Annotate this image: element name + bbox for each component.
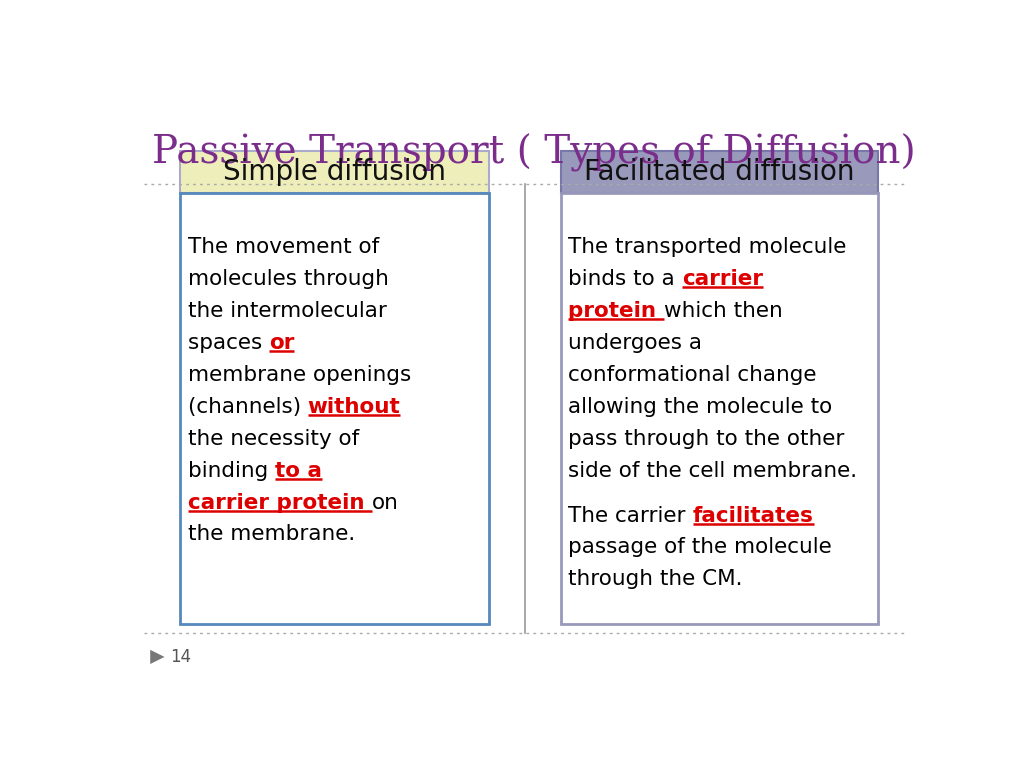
Text: carrier: carrier: [682, 269, 763, 289]
Text: membrane openings: membrane openings: [187, 365, 411, 385]
Text: Passive Transport ( Types of Diffusion): Passive Transport ( Types of Diffusion): [152, 134, 915, 172]
Text: allowing the molecule to: allowing the molecule to: [568, 397, 833, 417]
Text: (channels): (channels): [187, 397, 307, 417]
Text: facilitates: facilitates: [693, 505, 814, 525]
Text: binding: binding: [187, 461, 274, 481]
Text: the necessity of: the necessity of: [187, 429, 358, 449]
Text: binds to a: binds to a: [568, 269, 682, 289]
Text: passage of the molecule: passage of the molecule: [568, 538, 833, 558]
Text: or: or: [268, 333, 294, 353]
Text: molecules through: molecules through: [187, 269, 388, 289]
Text: Simple diffusion: Simple diffusion: [223, 158, 445, 186]
FancyBboxPatch shape: [179, 151, 489, 193]
FancyBboxPatch shape: [560, 151, 878, 193]
Text: spaces: spaces: [187, 333, 268, 353]
Text: The movement of: The movement of: [187, 237, 379, 257]
Text: pass through to the other: pass through to the other: [568, 429, 845, 449]
FancyBboxPatch shape: [179, 193, 489, 624]
Text: to a: to a: [274, 461, 322, 481]
Text: which then: which then: [664, 301, 782, 321]
Text: Facilitated diffusion: Facilitated diffusion: [584, 158, 854, 186]
Text: The carrier: The carrier: [568, 505, 693, 525]
Text: without: without: [307, 397, 400, 417]
Polygon shape: [151, 650, 165, 664]
Text: carrier protein: carrier protein: [187, 492, 372, 512]
FancyBboxPatch shape: [560, 193, 878, 624]
Text: conformational change: conformational change: [568, 365, 817, 385]
Text: side of the cell membrane.: side of the cell membrane.: [568, 461, 857, 481]
Text: undergoes a: undergoes a: [568, 333, 702, 353]
Text: 14: 14: [170, 648, 191, 666]
Text: protein: protein: [568, 301, 664, 321]
Text: the intermolecular: the intermolecular: [187, 301, 386, 321]
Text: The transported molecule: The transported molecule: [568, 237, 847, 257]
Text: through the CM.: through the CM.: [568, 569, 743, 589]
Text: the membrane.: the membrane.: [187, 525, 354, 545]
Text: on: on: [372, 492, 398, 512]
